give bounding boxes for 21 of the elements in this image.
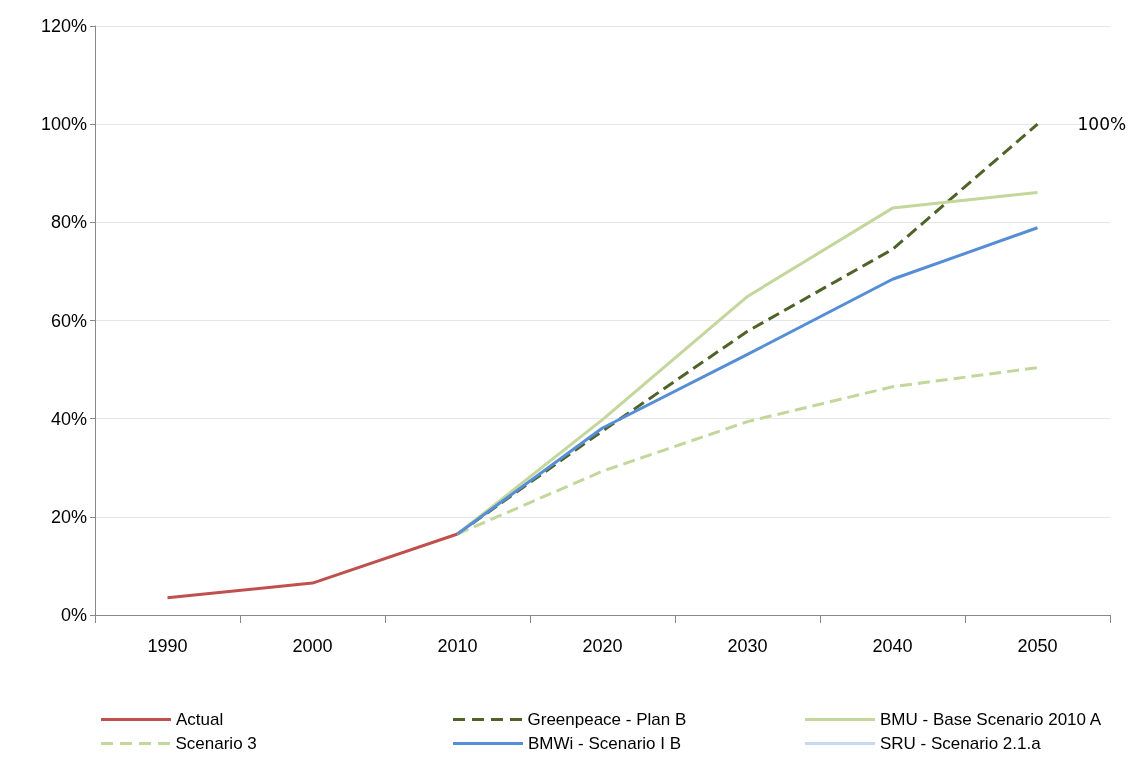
legend-label: Scenario 3	[175, 734, 257, 753]
x-tick-label: 2010	[437, 636, 478, 656]
legend-label: BMWi - Scenario I B	[528, 734, 682, 753]
x-tick-label: 2050	[1017, 636, 1058, 656]
x-tick-label: 2020	[582, 636, 623, 656]
y-tick-label: 20%	[50, 506, 87, 527]
y-tick-label: 80%	[50, 212, 87, 233]
x-tick-label: 2040	[872, 636, 913, 656]
x-tick-label: 2030	[727, 636, 768, 656]
legend-label: SRU - Scenario 2.1.a	[880, 734, 1042, 753]
x-tick-label: 2000	[292, 636, 333, 656]
annotation: 100%	[1077, 114, 1127, 135]
y-tick-label: 120%	[40, 16, 87, 36]
y-tick-label: 0%	[60, 605, 87, 625]
legend-label: Greenpeace - Plan B	[527, 710, 687, 729]
x-tick-label: 1990	[147, 636, 188, 656]
legend-label: Actual	[176, 710, 224, 729]
y-tick-label: 60%	[50, 310, 87, 331]
y-tick-label: 100%	[40, 114, 87, 135]
y-tick-label: 40%	[50, 408, 87, 429]
legend-label: BMU - Base Scenario 2010 A	[880, 710, 1102, 729]
